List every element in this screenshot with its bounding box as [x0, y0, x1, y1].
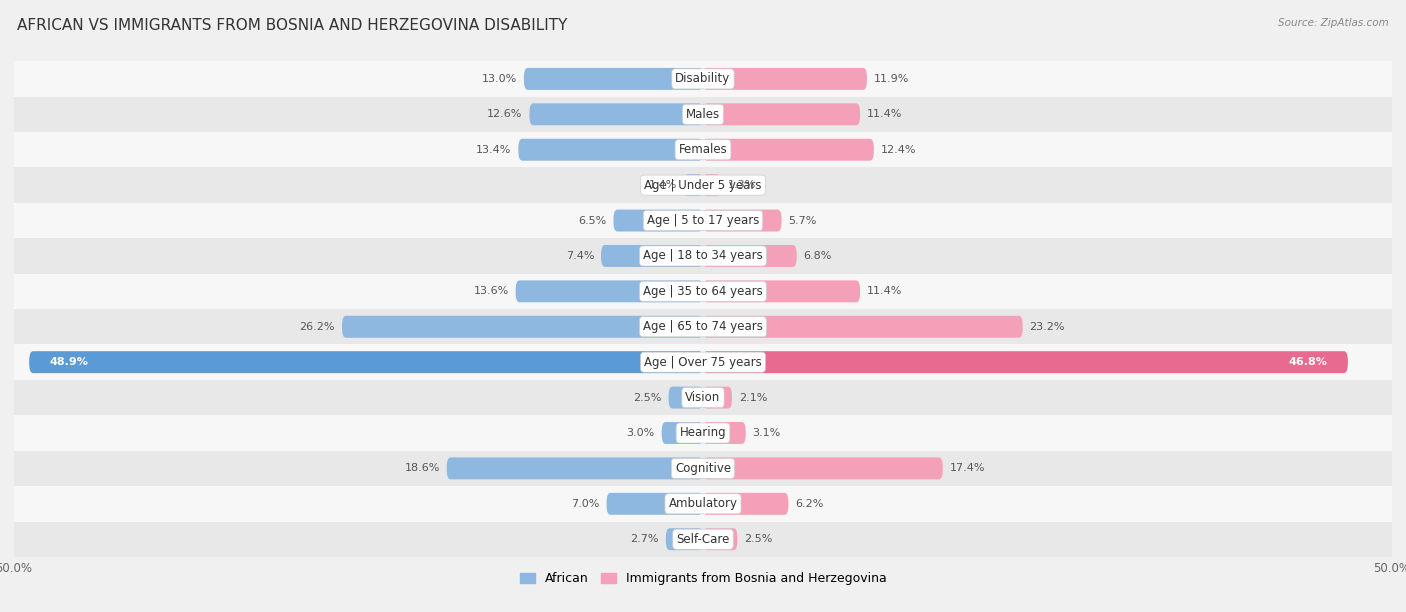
Text: Ambulatory: Ambulatory	[668, 498, 738, 510]
FancyBboxPatch shape	[519, 139, 703, 161]
Text: 1.3%: 1.3%	[728, 180, 756, 190]
FancyBboxPatch shape	[662, 422, 703, 444]
FancyBboxPatch shape	[703, 457, 943, 479]
FancyBboxPatch shape	[14, 203, 1392, 238]
FancyBboxPatch shape	[703, 528, 738, 550]
Text: Males: Males	[686, 108, 720, 121]
FancyBboxPatch shape	[14, 168, 1392, 203]
FancyBboxPatch shape	[600, 245, 703, 267]
FancyBboxPatch shape	[683, 174, 703, 196]
Text: 13.4%: 13.4%	[477, 144, 512, 155]
Text: Disability: Disability	[675, 72, 731, 86]
Text: Vision: Vision	[685, 391, 721, 404]
FancyBboxPatch shape	[703, 422, 745, 444]
Text: 18.6%: 18.6%	[405, 463, 440, 474]
Text: 2.5%: 2.5%	[744, 534, 773, 544]
Text: AFRICAN VS IMMIGRANTS FROM BOSNIA AND HERZEGOVINA DISABILITY: AFRICAN VS IMMIGRANTS FROM BOSNIA AND HE…	[17, 18, 567, 34]
FancyBboxPatch shape	[703, 68, 868, 90]
FancyBboxPatch shape	[666, 528, 703, 550]
Text: 3.1%: 3.1%	[752, 428, 780, 438]
FancyBboxPatch shape	[14, 61, 1392, 97]
FancyBboxPatch shape	[703, 139, 875, 161]
FancyBboxPatch shape	[703, 280, 860, 302]
Text: 46.8%: 46.8%	[1288, 357, 1327, 367]
FancyBboxPatch shape	[14, 486, 1392, 521]
FancyBboxPatch shape	[703, 351, 1348, 373]
Text: 11.9%: 11.9%	[875, 74, 910, 84]
Text: Age | 35 to 64 years: Age | 35 to 64 years	[643, 285, 763, 298]
FancyBboxPatch shape	[14, 521, 1392, 557]
Text: 1.4%: 1.4%	[648, 180, 676, 190]
Text: 13.0%: 13.0%	[482, 74, 517, 84]
FancyBboxPatch shape	[516, 280, 703, 302]
Text: 12.4%: 12.4%	[880, 144, 917, 155]
Text: 6.2%: 6.2%	[796, 499, 824, 509]
Text: 13.6%: 13.6%	[474, 286, 509, 296]
FancyBboxPatch shape	[669, 387, 703, 409]
FancyBboxPatch shape	[606, 493, 703, 515]
Text: Cognitive: Cognitive	[675, 462, 731, 475]
FancyBboxPatch shape	[703, 493, 789, 515]
FancyBboxPatch shape	[30, 351, 703, 373]
FancyBboxPatch shape	[14, 238, 1392, 274]
FancyBboxPatch shape	[14, 132, 1392, 168]
Text: 11.4%: 11.4%	[868, 286, 903, 296]
Text: Self-Care: Self-Care	[676, 532, 730, 546]
Text: 48.9%: 48.9%	[49, 357, 89, 367]
FancyBboxPatch shape	[14, 345, 1392, 380]
Text: Age | 5 to 17 years: Age | 5 to 17 years	[647, 214, 759, 227]
FancyBboxPatch shape	[530, 103, 703, 125]
Text: 17.4%: 17.4%	[949, 463, 986, 474]
FancyBboxPatch shape	[14, 309, 1392, 345]
Text: Females: Females	[679, 143, 727, 156]
FancyBboxPatch shape	[703, 245, 797, 267]
Text: Age | Over 75 years: Age | Over 75 years	[644, 356, 762, 368]
FancyBboxPatch shape	[703, 174, 721, 196]
FancyBboxPatch shape	[447, 457, 703, 479]
Text: 23.2%: 23.2%	[1029, 322, 1066, 332]
Text: Age | Under 5 years: Age | Under 5 years	[644, 179, 762, 192]
Text: Source: ZipAtlas.com: Source: ZipAtlas.com	[1278, 18, 1389, 28]
Text: 6.5%: 6.5%	[578, 215, 606, 226]
Text: Age | 65 to 74 years: Age | 65 to 74 years	[643, 320, 763, 334]
Text: Hearing: Hearing	[679, 427, 727, 439]
Text: 7.0%: 7.0%	[571, 499, 599, 509]
FancyBboxPatch shape	[342, 316, 703, 338]
Text: 2.5%: 2.5%	[633, 392, 662, 403]
Text: 26.2%: 26.2%	[299, 322, 335, 332]
Text: 11.4%: 11.4%	[868, 110, 903, 119]
FancyBboxPatch shape	[613, 209, 703, 231]
Text: Age | 18 to 34 years: Age | 18 to 34 years	[643, 250, 763, 263]
Text: 7.4%: 7.4%	[565, 251, 595, 261]
FancyBboxPatch shape	[14, 380, 1392, 416]
FancyBboxPatch shape	[14, 450, 1392, 486]
Text: 2.7%: 2.7%	[630, 534, 659, 544]
FancyBboxPatch shape	[703, 209, 782, 231]
FancyBboxPatch shape	[14, 97, 1392, 132]
FancyBboxPatch shape	[14, 416, 1392, 450]
FancyBboxPatch shape	[524, 68, 703, 90]
FancyBboxPatch shape	[703, 316, 1022, 338]
Text: 6.8%: 6.8%	[804, 251, 832, 261]
FancyBboxPatch shape	[703, 103, 860, 125]
Text: 2.1%: 2.1%	[738, 392, 768, 403]
Text: 3.0%: 3.0%	[627, 428, 655, 438]
FancyBboxPatch shape	[703, 387, 733, 409]
Text: 5.7%: 5.7%	[789, 215, 817, 226]
Legend: African, Immigrants from Bosnia and Herzegovina: African, Immigrants from Bosnia and Herz…	[515, 567, 891, 591]
Text: 12.6%: 12.6%	[486, 110, 523, 119]
FancyBboxPatch shape	[14, 274, 1392, 309]
